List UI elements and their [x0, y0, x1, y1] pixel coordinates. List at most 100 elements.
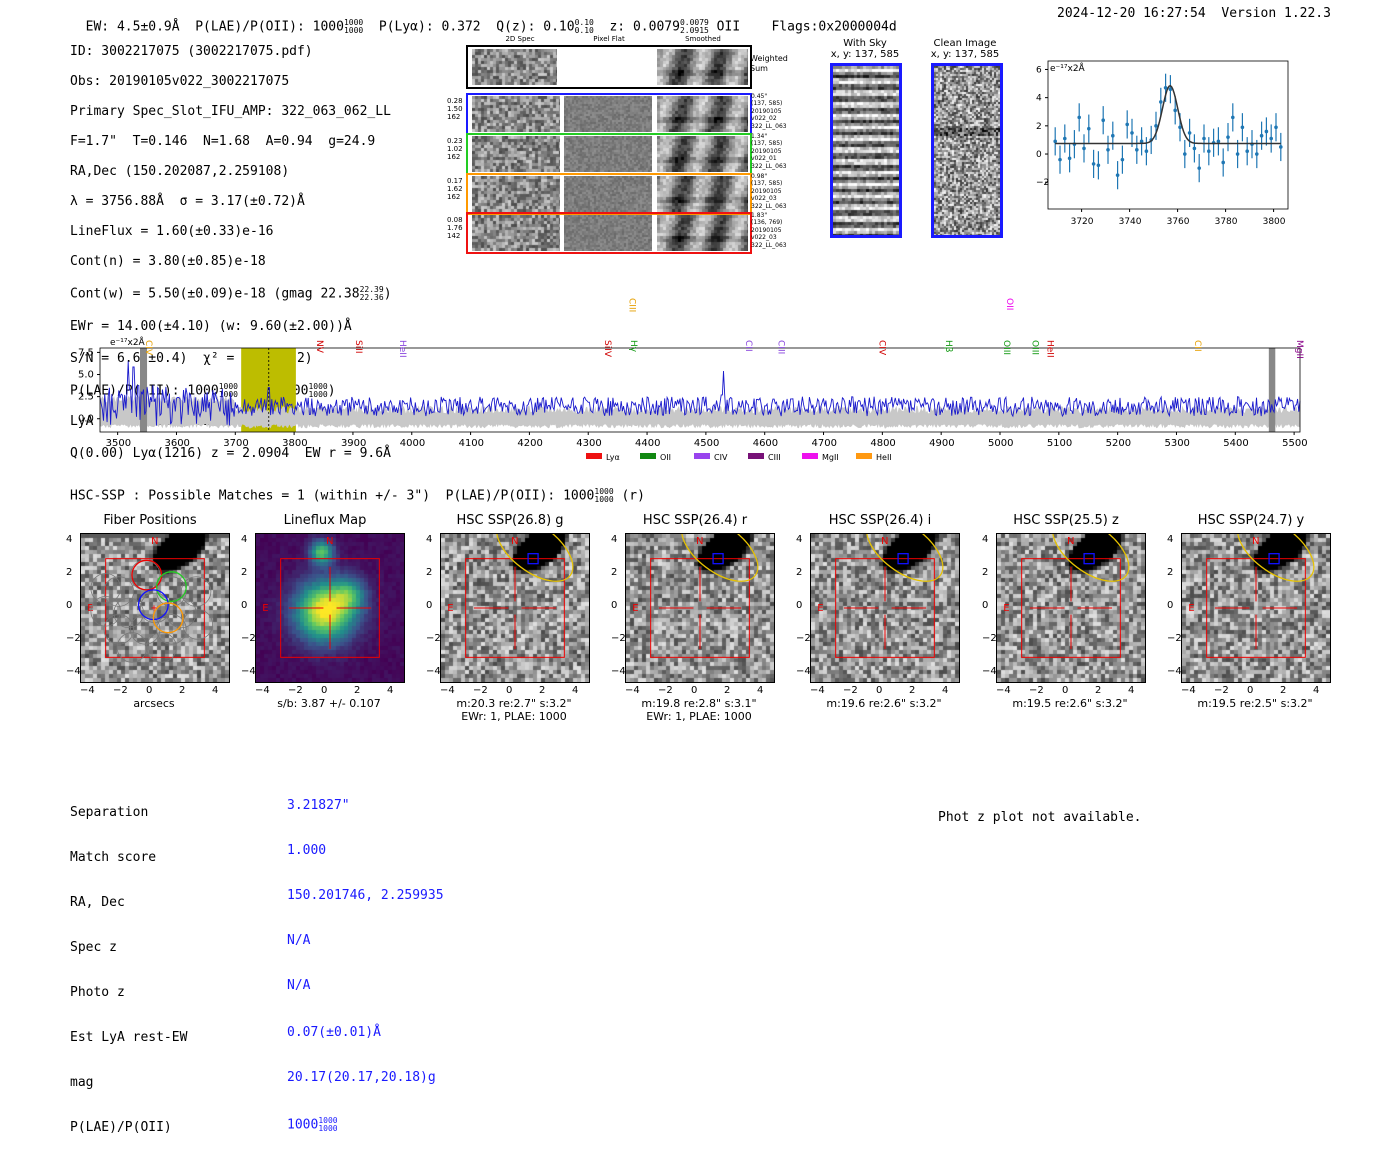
hsc-summary-frac: 1000 1000 [594, 487, 614, 504]
fit-y-tick-label: 2 [1036, 122, 1042, 132]
spec2d-fiber-smooth [657, 96, 748, 132]
header-plae: P(LAE)/P(OII): 1000 [195, 19, 344, 35]
legend-swatch [640, 453, 656, 459]
match-box [1268, 553, 1280, 565]
spec-x-tick-label: 4000 [400, 438, 425, 449]
match-value-plae: 1000 1000 1000 [287, 1116, 338, 1133]
spec2d-weighted-row [466, 45, 752, 89]
fiber-circle [139, 592, 171, 624]
info-radec: RA,Dec (150.202087,2.259108) [70, 164, 290, 179]
cutout-label-2: EWr: 1, PLAE: 1000 [461, 710, 567, 723]
cutout-title: HSC SSP(25.5) z [1013, 513, 1119, 528]
with-sky-title-block: With Sky x, y: 137, 585 [820, 38, 910, 60]
spec-y-tick-label: 2.5 [78, 392, 94, 403]
emission-line-label: Hβ [943, 340, 953, 353]
info-lineflux: LineFlux = 1.60(±0.33)e-16 [70, 224, 274, 239]
spec2d-fiber-flat [564, 96, 652, 132]
fit-point [1168, 87, 1173, 91]
hsc-summary: HSC-SSP : Possible Matches = 1 (within +… [70, 488, 645, 504]
spec-x-tick-label: 4700 [812, 438, 837, 449]
cutout-label: m:19.8 re:2.8" s:3.1" [641, 697, 757, 710]
cutout-title: Lineflux Map [283, 513, 367, 528]
cutout-x-tick: 0 [876, 685, 883, 696]
cutout-overlay: NE [262, 536, 380, 658]
spec-x-tick-label: 5300 [1164, 438, 1189, 449]
spec2d-fiber-flat [564, 215, 652, 251]
cutout-y-tick: 4 [426, 534, 433, 545]
cutout-overlay: NE [817, 534, 944, 658]
fit-point [1216, 139, 1221, 144]
north-label: N [511, 536, 518, 547]
cutout-label: m:19.5 re:2.5" s:3.2" [1197, 697, 1313, 710]
spec2d-fiber-left-label: 0.23 1.02 162 [447, 137, 463, 161]
cutout-x-tick: 0 [691, 685, 698, 696]
fit-point [1231, 115, 1235, 120]
cutout-x-tick: 2 [179, 685, 186, 696]
cutout-label-2: EWr: 1, PLAE: 1000 [646, 710, 752, 723]
cutout-y-tick: −2 [1167, 633, 1182, 644]
fit-point [1197, 166, 1201, 170]
fit-point [1240, 125, 1245, 130]
match-value: 0.07(±0.01)Å [287, 1025, 381, 1040]
match-value: 20.17(20.17,20.18)g [287, 1070, 436, 1085]
search-box [835, 558, 935, 658]
fit-point [1159, 100, 1163, 104]
search-box [1021, 558, 1121, 658]
legend-label: Lyα [606, 453, 620, 462]
match-label: Separation [70, 805, 149, 820]
spec2d-fiber-left-label: 0.17 1.62 162 [447, 177, 463, 201]
spec-x-tick-label: 3500 [106, 438, 131, 449]
with-sky-xy: x, y: 137, 585 [830, 49, 900, 60]
cutout-x-tick: 2 [724, 685, 731, 696]
fit-point [1125, 122, 1129, 127]
header-flags: Flags:0x2000004d [771, 19, 897, 35]
spec2d-fiber-smooth [657, 136, 748, 172]
fit-x-tick-label: 3740 [1119, 217, 1142, 227]
spec-x-tick-label: 4200 [517, 438, 542, 449]
fit-y-tick-label: 6 [1036, 65, 1042, 75]
info-ewr: EWr = 14.00(±4.10) (w: 9.60(±2.00))Å [70, 319, 352, 334]
cutout-x-tick: −2 [843, 685, 858, 696]
version: Version 1.22.3 [1221, 6, 1331, 21]
emission-line-label: OIII [1029, 340, 1039, 355]
fit-point [1135, 148, 1139, 152]
fit-point [1192, 146, 1197, 151]
emission-line-label: CIV [876, 340, 886, 356]
fit-x-tick-label: 3760 [1167, 217, 1190, 227]
legend-swatch [802, 453, 818, 459]
east-label: E [1188, 603, 1194, 614]
match-box [527, 553, 539, 565]
cutout-y-tick: 0 [426, 600, 433, 611]
match-label: Spec z [70, 940, 117, 955]
header-line: EW: 4.5±0.9Å P(LAE)/P(OII): 1000 1000 1000… [70, 4, 897, 35]
legend-label: OII [660, 453, 671, 462]
spec2d-fiber-smooth [657, 176, 748, 212]
fit-point [1115, 173, 1120, 177]
cutout-x-tick: −4 [625, 685, 640, 696]
legend-swatch [586, 453, 602, 459]
cutout-y-tick: 4 [241, 534, 248, 545]
match-value: 3.21827" [287, 798, 350, 813]
cutout-y-tick: 2 [66, 567, 73, 578]
fit-model-curve [1055, 84, 1281, 145]
cutout-y-tick: −2 [66, 633, 81, 644]
info-contw: Cont(w) = 5.50(±0.09)e-18 (gmag 22.38 [70, 286, 360, 302]
fiber-circle [129, 614, 161, 645]
cutout-y-tick: 4 [66, 534, 73, 545]
cutout-y-tick: 2 [426, 567, 433, 578]
east-label: E [87, 603, 93, 614]
cutout-x-tick: 2 [539, 685, 546, 696]
fit-unit-label: e⁻¹⁷x2Å [1050, 62, 1086, 74]
fit-y-tick-label: 0 [1036, 150, 1042, 160]
spec2d-fiber-left-label: 0.28 1.50 162 [447, 97, 463, 121]
spec2d-fiber-right-label: 0.45" (137, 585) 20190105 v022_02 322_LL_063 [751, 93, 787, 130]
spec2d-fiber-2d [472, 176, 560, 212]
fit-point [1279, 145, 1283, 149]
emission-line-label: HeII [397, 340, 407, 358]
emission-line-label: CIII [775, 340, 785, 354]
header-right: 2024-12-20 16:27:54 Version 1.22.3 [1057, 6, 1331, 21]
search-box [465, 558, 565, 658]
fit-point [1053, 139, 1057, 144]
